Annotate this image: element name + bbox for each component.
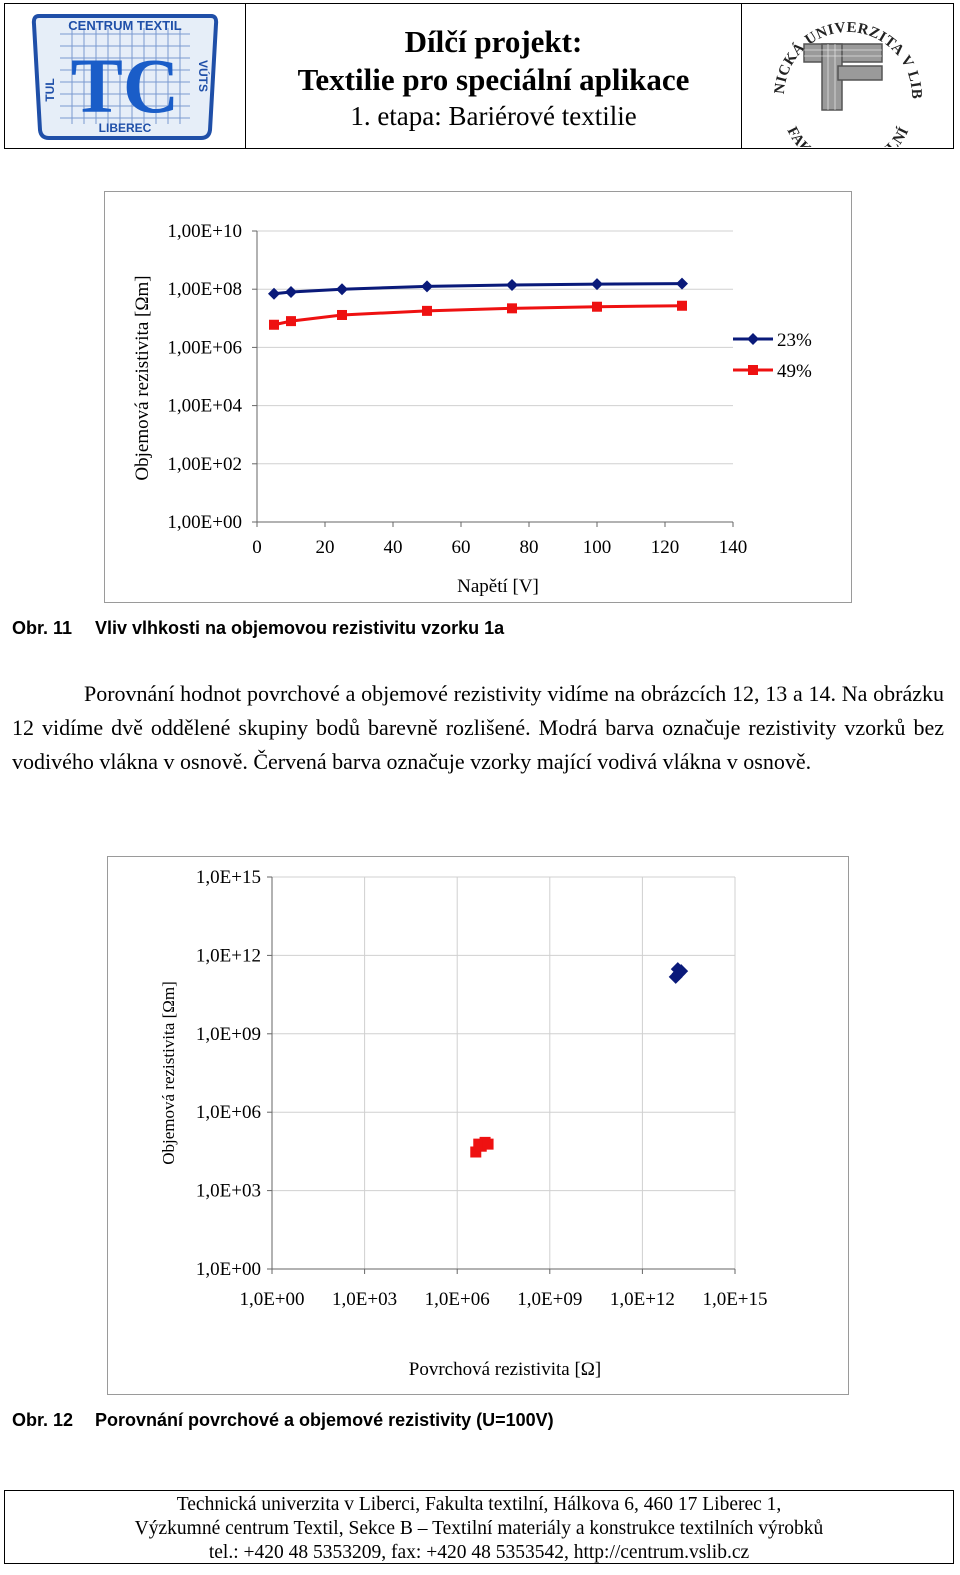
data-point: [422, 305, 432, 316]
legend-marker: [747, 333, 759, 345]
x-tick-label: 120: [651, 537, 680, 558]
y-tick-label: 1,00E+10: [167, 221, 242, 242]
series-line-49%: [273, 304, 683, 327]
y-tick-label: 1,00E+00: [167, 512, 242, 533]
y-tick-label: 1,0E+03: [196, 1181, 261, 1202]
header-title-cell: Dílčí projekt: Textilie pro speciální ap…: [246, 4, 742, 148]
footer-department: Výzkumné centrum Textil, Sekce B – Texti…: [134, 1518, 824, 1539]
x-tick-label: 0: [252, 537, 262, 558]
x-tick-label: 20: [316, 537, 335, 558]
data-point: [268, 287, 280, 300]
figure-12-number: Obr. 12: [12, 1410, 74, 1430]
footer-contact: tel.: +420 48 5353209, fax: +420 48 5353…: [208, 1542, 750, 1563]
svg-text:FAKULTA TEXTILNÍ: FAKULTA TEXTILNÍ: [784, 124, 913, 147]
x-tick-label: 1,0E+00: [239, 1289, 304, 1310]
y-tick-label: 1,0E+06: [196, 1102, 261, 1123]
figure-11-title: Vliv vlhkosti na objemovou rezistivitu v…: [95, 618, 505, 638]
footer-address: Technická univerzita v Liberci, Fakulta …: [176, 1494, 782, 1515]
figure-12-caption: Obr. 12 Porovnání povrchové a objemové re…: [12, 1410, 554, 1431]
project-title: Dílčí projekt:: [404, 24, 583, 59]
svg-text:TC: TC: [71, 42, 179, 129]
data-point: [482, 1138, 494, 1150]
data-point: [336, 283, 348, 296]
paragraph-text: Porovnání hodnot povrchové a objemové re…: [12, 681, 944, 774]
figure-12-title: Porovnání povrchové a objemové rezistivi…: [95, 1410, 554, 1430]
data-point: [337, 309, 347, 320]
y-tick-label: 1,0E+00: [196, 1259, 261, 1280]
svg-text:LIBEREC: LIBEREC: [99, 121, 152, 135]
data-point: [677, 300, 687, 311]
data-point: [592, 301, 602, 312]
project-subtitle: Textilie pro speciální aplikace: [297, 62, 690, 97]
svg-text:TUL: TUL: [43, 78, 57, 101]
y-tick-label: 1,0E+09: [196, 1024, 261, 1045]
volume-resistivity-vs-voltage-chart: 1,00E+00 1,00E+02 1,00E+04 1,00E+06 1,00E+08…: [132, 221, 812, 597]
x-tick-label: 1,0E+09: [517, 1289, 582, 1310]
legend-label: 23%: [777, 330, 812, 351]
data-point: [421, 280, 433, 293]
svg-text:VÚTS: VÚTS: [196, 60, 211, 92]
data-point: [285, 286, 297, 299]
fakulta-textilni-logo-cell: TECHNICKÁ UNIVERZITA V LIBERCI FAKULTA T…: [736, 0, 953, 174]
data-point: [470, 1146, 482, 1158]
y-tick-label: 1,00E+02: [167, 454, 242, 475]
x-axis-label: Povrchová rezistivita [Ω]: [409, 1359, 601, 1380]
x-tick-label: 1,0E+03: [332, 1289, 397, 1310]
data-point: [591, 278, 603, 291]
centrum-textil-logo-cell: CENTRUM TEXTIL TUL VÚTS LIBEREC TC: [5, 4, 246, 148]
figure-12-chart: 1,0E+00 1,0E+03 1,0E+06 1,0E+09 1,0E+12 1,0E+…: [107, 856, 849, 1395]
y-tick-label: 1,00E+08: [167, 279, 242, 300]
data-point: [507, 303, 517, 314]
project-stage: 1. etapa: Bariérové textilie: [350, 101, 637, 131]
legend-label: 49%: [777, 361, 812, 382]
y-axis-label: Objemová rezistivita [Ωm]: [159, 981, 178, 1165]
volume-vs-surface-resistivity-chart: 1,0E+00 1,0E+03 1,0E+06 1,0E+09 1,0E+12 1,0E+…: [159, 867, 768, 1380]
x-tick-label: 40: [384, 537, 403, 558]
x-tick-label: 1,0E+12: [610, 1289, 675, 1310]
y-tick-label: 1,00E+04: [167, 396, 242, 417]
figure-11-chart: 1,00E+00 1,00E+02 1,00E+04 1,00E+06 1,00E+08…: [104, 191, 852, 603]
x-axis-label: Napětí [V]: [457, 576, 539, 597]
x-tick-label: 140: [719, 537, 748, 558]
x-tick-label: 80: [520, 537, 539, 558]
x-tick-label: 60: [452, 537, 471, 558]
x-tick-label: 1,0E+15: [702, 1289, 767, 1310]
x-tick-label: 100: [583, 537, 612, 558]
y-tick-label: 1,00E+06: [167, 337, 242, 358]
data-point: [269, 319, 279, 330]
data-point: [674, 964, 689, 979]
page-footer: Technická univerzita v Liberci, Fakulta …: [4, 1490, 954, 1564]
legend-marker: [748, 365, 758, 375]
y-axis-label: Objemová rezistivita [Ωm]: [132, 275, 153, 480]
data-point: [286, 316, 296, 327]
series-line-23%: [273, 282, 683, 296]
svg-text:CENTRUM TEXTIL: CENTRUM TEXTIL: [68, 18, 181, 33]
body-paragraph: Porovnání hodnot povrchové a objemové re…: [12, 677, 944, 779]
y-tick-label: 1,0E+12: [196, 945, 261, 966]
x-tick-label: 1,0E+06: [425, 1289, 490, 1310]
page-header: CENTRUM TEXTIL TUL VÚTS LIBEREC TC Dílčí…: [4, 0, 954, 174]
data-point: [676, 277, 688, 290]
fakulta-textilni-logo: TECHNICKÁ UNIVERZITA V LIBERCI FAKULTA T…: [736, 0, 924, 174]
data-point: [506, 278, 518, 291]
figure-11-caption: Obr. 11 Vliv vlhkosti na objemovou rezist…: [12, 618, 504, 639]
y-tick-label: 1,0E+15: [196, 867, 261, 888]
figure-11-number: Obr. 11: [12, 618, 73, 638]
centrum-textil-logo: CENTRUM TEXTIL TUL VÚTS LIBEREC TC: [31, 14, 219, 140]
